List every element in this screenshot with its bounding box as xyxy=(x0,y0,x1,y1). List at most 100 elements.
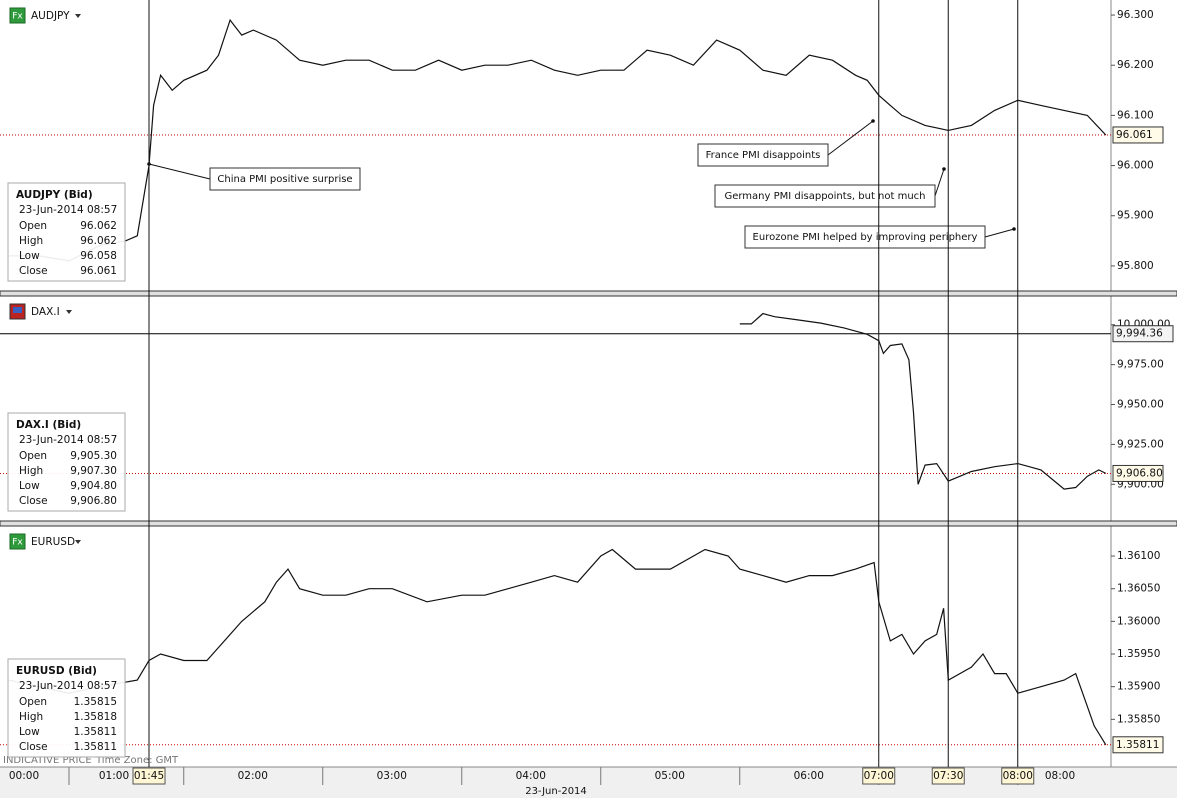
symbol-name: DAX.I xyxy=(31,306,60,318)
info-row-value: 96.062 xyxy=(80,220,117,232)
info-row-label: Open xyxy=(19,220,47,232)
x-tick-label: 02:00 xyxy=(238,770,268,782)
y-tick-label: 96.300 xyxy=(1117,9,1154,21)
info-row-label: Low xyxy=(19,480,40,492)
y-tick-label: 1.36050 xyxy=(1117,583,1160,595)
price-line xyxy=(9,18,1107,262)
y-tick-label: 9,950.00 xyxy=(1117,399,1164,411)
event-label: 07:30 xyxy=(933,770,963,782)
x-tick-label: 03:00 xyxy=(377,770,407,782)
info-row-value: 96.062 xyxy=(80,235,117,247)
x-tick-label: 04:00 xyxy=(516,770,546,782)
info-box xyxy=(7,658,126,758)
info-row-label: High xyxy=(19,235,43,247)
y-tick-label: 1.35900 xyxy=(1117,681,1160,693)
annotation-leader xyxy=(148,163,211,180)
symbol-dropdown xyxy=(66,310,72,314)
last-price-label: 1.35811 xyxy=(1116,739,1159,751)
info-row-label: Open xyxy=(19,696,47,708)
event-tag xyxy=(862,767,896,785)
reference-label: 9,994.36 xyxy=(1116,328,1163,340)
y-tick-label: 95.800 xyxy=(1117,260,1154,272)
info-row-value: 1.35818 xyxy=(74,711,117,723)
info-row-value: 1.35815 xyxy=(74,696,117,708)
y-tick-label: 1.36100 xyxy=(1117,550,1160,562)
y-tick-label: 1.35950 xyxy=(1117,648,1160,660)
info-date: 23-Jun-2014 08:57 xyxy=(19,680,117,692)
event-tag xyxy=(132,767,166,785)
info-row-value: 9,906.80 xyxy=(70,495,117,507)
last-price-tag xyxy=(1112,464,1164,482)
event-tag xyxy=(1001,767,1035,785)
info-row-value: 96.058 xyxy=(80,250,117,262)
annotation-anchor xyxy=(871,119,875,123)
y-tick-label: 96.100 xyxy=(1117,109,1154,121)
annotation-box xyxy=(744,225,986,249)
info-row-label: Close xyxy=(19,495,48,507)
x-tick-label: 06:00 xyxy=(794,770,824,782)
symbol-dropdown xyxy=(75,540,81,544)
event-label: 07:00 xyxy=(864,770,894,782)
info-row-label: Low xyxy=(19,250,40,262)
info-row-value: 9,905.30 xyxy=(70,450,117,462)
symbol-icon xyxy=(9,533,26,550)
info-row-label: Close xyxy=(19,741,48,753)
info-row-label: Low xyxy=(19,726,40,738)
symbol-name: AUDJPY xyxy=(31,10,70,22)
symbol-icon-text: Fx xyxy=(12,538,23,548)
panel-divider xyxy=(0,290,1177,297)
footer-timezone: Time Zone: GMT xyxy=(95,755,179,766)
last-price-tag xyxy=(1112,736,1164,754)
y-tick-label: 9,975.00 xyxy=(1117,359,1164,371)
annotation-box xyxy=(697,143,829,167)
info-row-value: 1.35811 xyxy=(74,741,117,753)
symbol-icon xyxy=(9,7,26,24)
last-price-label: 96.061 xyxy=(1116,129,1153,141)
time-axis-bg xyxy=(0,767,1177,798)
footer-note: INDICATIVE PRICE xyxy=(3,755,92,766)
info-box xyxy=(7,412,126,512)
info-title: DAX.I (Bid) xyxy=(16,419,81,431)
info-row-label: Close xyxy=(19,265,48,277)
price-line xyxy=(739,312,1107,490)
panel-divider xyxy=(0,520,1177,527)
info-row-label: High xyxy=(19,465,43,477)
annotation-leader xyxy=(827,120,874,156)
annotation-leader xyxy=(934,168,945,197)
symbol-icon-inner xyxy=(13,307,22,313)
x-tick-label: 05:00 xyxy=(655,770,685,782)
info-row-value: 96.061 xyxy=(80,265,117,277)
annotation-text: Germany PMI disappoints, but not much xyxy=(724,191,925,202)
info-row-value: 9,907.30 xyxy=(70,465,117,477)
reference-tag xyxy=(1112,325,1174,343)
symbol-icon-text: Fx xyxy=(12,12,23,22)
y-tick-label: 95.900 xyxy=(1117,210,1154,222)
event-label: 08:00 xyxy=(1003,770,1033,782)
annotation-text: France PMI disappoints xyxy=(706,150,821,161)
x-tick-label: 01:00 xyxy=(99,770,129,782)
annotation-anchor xyxy=(942,167,946,171)
y-tick-label: 96.200 xyxy=(1117,59,1154,71)
event-label: 01:45 xyxy=(134,770,164,782)
info-row-label: High xyxy=(19,711,43,723)
last-price-label: 9,906.80 xyxy=(1116,467,1163,479)
annotation-text: Eurozone PMI helped by improving periphe… xyxy=(753,232,978,243)
y-tick-label: 96.000 xyxy=(1117,160,1154,172)
price-line xyxy=(8,548,1107,746)
info-title: AUDJPY (Bid) xyxy=(16,189,93,201)
event-tag xyxy=(931,767,965,785)
annotation-anchor xyxy=(1012,227,1016,231)
annotation-box xyxy=(714,184,936,208)
axis-date: 23-Jun-2014 xyxy=(525,786,587,797)
x-tick-label: 00:00 xyxy=(9,770,39,782)
info-date: 23-Jun-2014 08:57 xyxy=(19,204,117,216)
info-row-value: 1.35811 xyxy=(74,726,117,738)
annotation-text: China PMI positive surprise xyxy=(217,174,352,185)
info-date: 23-Jun-2014 08:57 xyxy=(19,434,117,446)
info-box xyxy=(7,182,126,282)
annotation-leader xyxy=(984,228,1015,238)
symbol-name: EURUSD xyxy=(31,536,75,548)
info-title: EURUSD (Bid) xyxy=(16,665,97,677)
